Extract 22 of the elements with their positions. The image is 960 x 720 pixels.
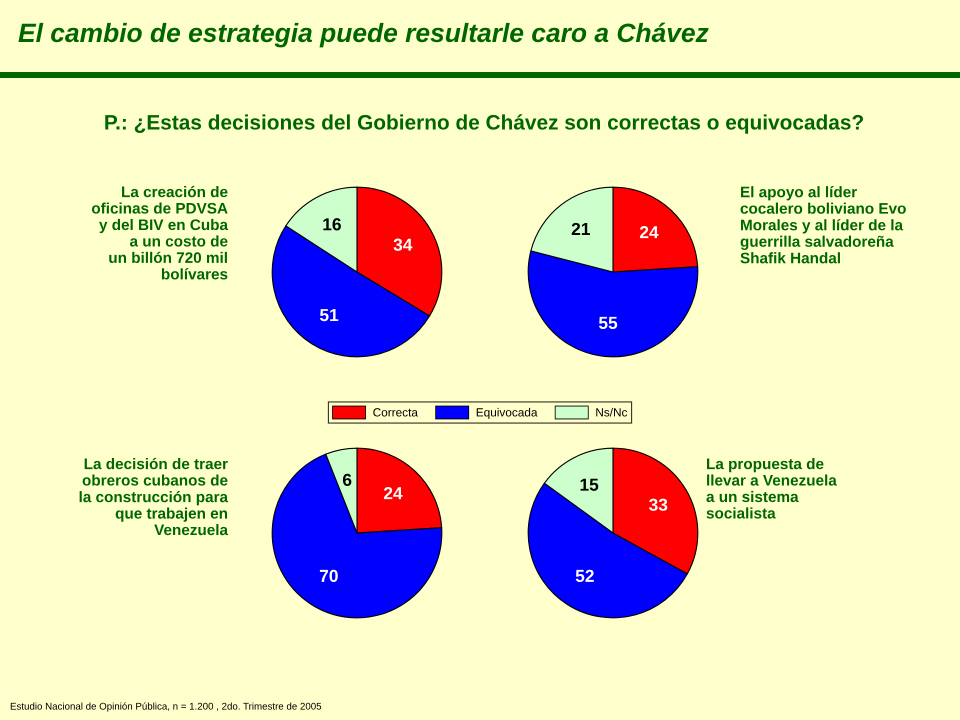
text: La creación de oficinas de PDVSA y del BIV en Cuba a un costo de un billón 720 mil bolívares xyxy=(92,186,228,280)
text: La propuesta de llevar a Venezuela a un sistema socialista xyxy=(706,458,837,519)
data-label: 33 xyxy=(649,498,668,511)
text: Estudio Nacional de Opinión Pública, n = 1.200 , 2do. Trimestre de 2005 xyxy=(10,702,322,712)
legend-label: Correcta xyxy=(373,408,418,417)
data-label: 51 xyxy=(320,309,338,322)
data-label: 55 xyxy=(598,316,618,330)
data-label: 21 xyxy=(572,222,590,235)
data-label: 16 xyxy=(323,218,341,230)
chart-title: El cambio de estrategia puede resultarle caro a Chávez xyxy=(18,22,709,48)
data-label: 34 xyxy=(394,238,412,251)
text: El apoyo al líder cocalero boliviano Evo Morales y al líder de la guerrilla salvadoreña Shafik Handal xyxy=(740,186,906,264)
legend-label: Equivocada xyxy=(476,408,538,419)
data-label: 52 xyxy=(576,570,594,582)
text: La decisión de traer obreros cubanos de la construcción para que trabajen en Venezuela xyxy=(80,458,228,536)
data-label: 70 xyxy=(320,570,338,582)
legend-label: Ns/Nc xyxy=(596,408,628,417)
data-label: 24 xyxy=(384,487,403,500)
chart-subtitle: P.: ¿Estas decisiones del Gobierno de Chávez son correctas o equivocadas? xyxy=(105,114,863,134)
data-label: 6 xyxy=(342,474,352,486)
data-label: 15 xyxy=(580,478,598,491)
data-label: 24 xyxy=(640,226,659,238)
